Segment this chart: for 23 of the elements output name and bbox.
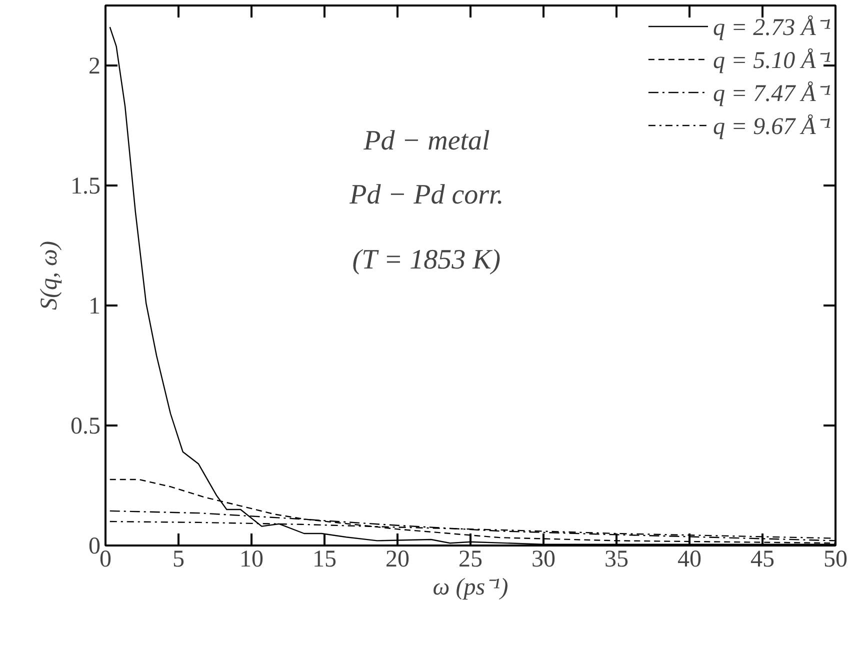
x-tick-label: 20 (386, 546, 410, 572)
x-tick-label: 30 (532, 546, 556, 572)
annotation: (T = 1853 K) (352, 244, 501, 276)
x-tick-label: 35 (604, 546, 628, 572)
y-axis-title: S(q, ω) (36, 241, 62, 310)
x-tick-label: 45 (750, 546, 774, 572)
x-tick-label: 40 (678, 546, 702, 572)
y-tick-label: 1 (88, 294, 100, 320)
x-tick-label: 10 (240, 546, 264, 572)
y-tick-label: 1.5 (70, 174, 100, 200)
x-tick-label: 50 (824, 546, 848, 572)
y-tick-label: 0.5 (70, 414, 100, 440)
x-tick-label: 5 (172, 546, 184, 572)
legend-label: q = 2.73 Å⁻¹ (712, 14, 831, 42)
x-axis-title: ω (ps⁻¹) (432, 574, 508, 600)
legend-label: q = 5.10 Å⁻¹ (712, 47, 831, 75)
legend-label: q = 7.47 Å⁻¹ (712, 80, 831, 108)
legend-label: q = 9.67 Å⁻¹ (712, 113, 831, 141)
y-tick-label: 2 (88, 54, 100, 80)
annotation: Pd − metal (362, 126, 490, 157)
x-tick-label: 15 (312, 546, 336, 572)
x-tick-label: 25 (458, 546, 482, 572)
annotation: Pd − Pd corr. (348, 180, 504, 211)
